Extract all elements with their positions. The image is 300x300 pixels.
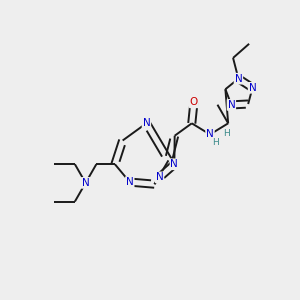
Text: N: N (249, 83, 256, 93)
Text: N: N (170, 159, 178, 169)
Text: H: H (223, 129, 230, 138)
Text: H: H (212, 138, 219, 147)
Text: N: N (142, 118, 150, 128)
Text: N: N (82, 178, 89, 188)
Text: N: N (206, 129, 214, 140)
Text: N: N (227, 100, 235, 110)
Text: N: N (235, 74, 242, 84)
Text: N: N (156, 172, 164, 182)
Text: N: N (126, 177, 134, 187)
Text: O: O (190, 97, 198, 107)
